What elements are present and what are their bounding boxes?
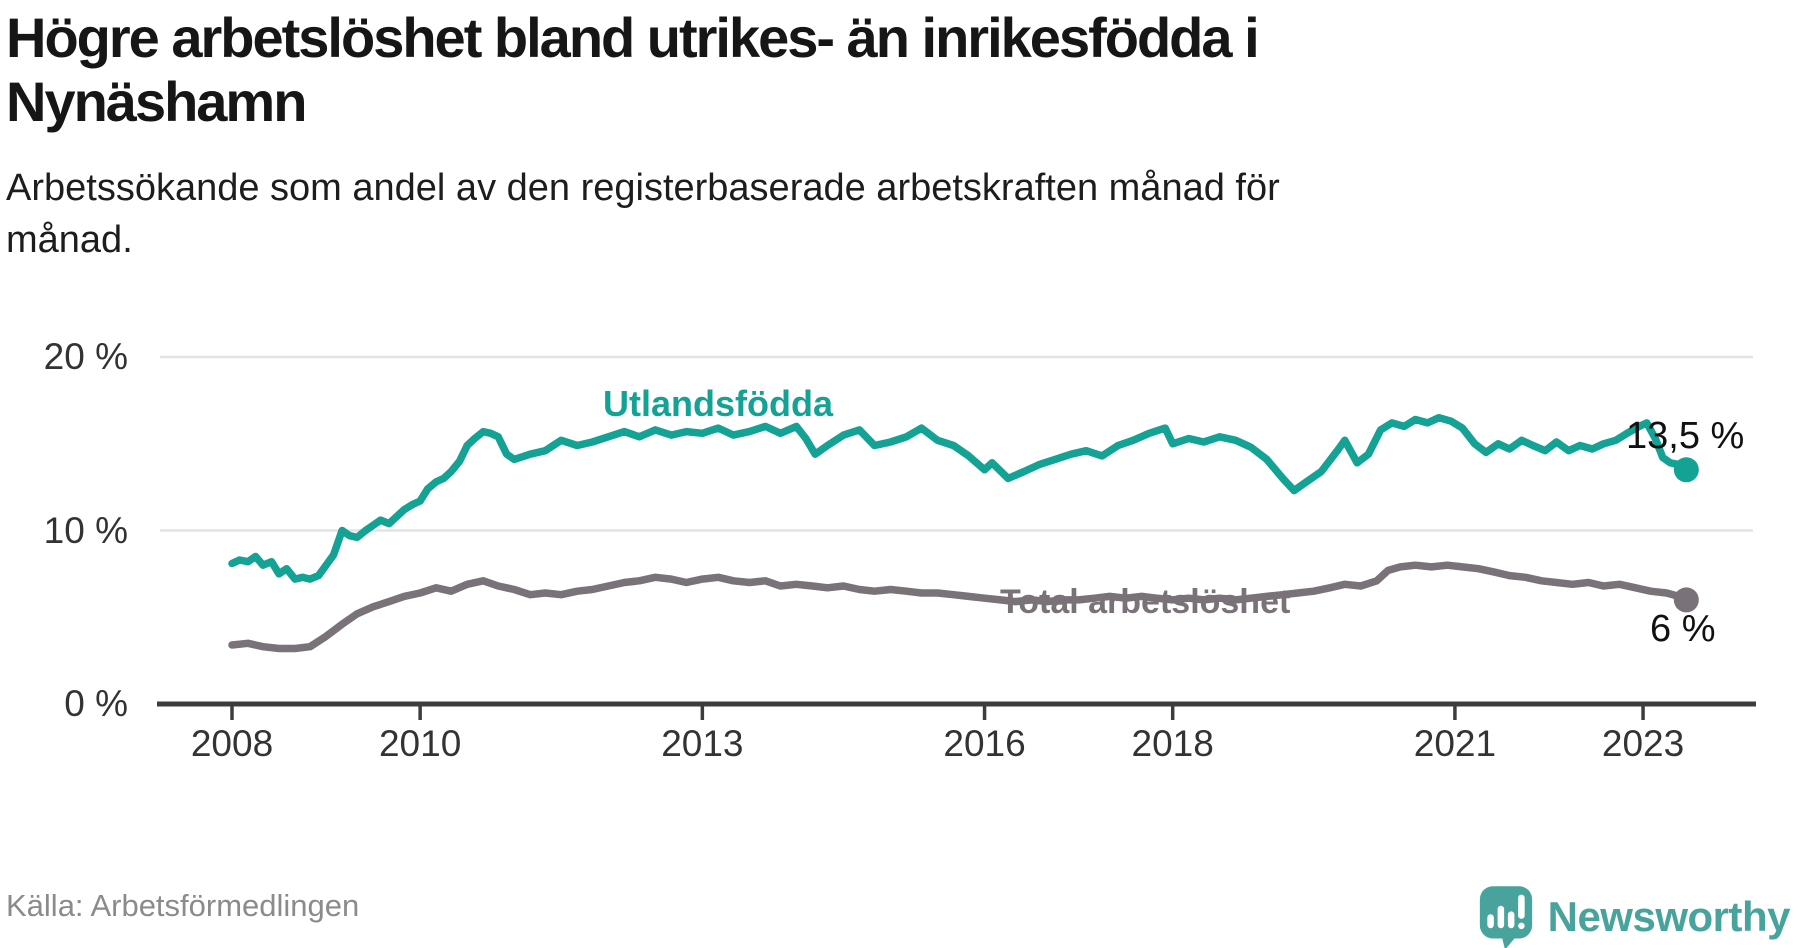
x-tick-label: 2023 [1601, 723, 1685, 764]
gridlines [160, 355, 1753, 532]
x-tick-label: 2008 [190, 723, 274, 764]
data-lines [228, 413, 1691, 653]
y-tick-label: 20 % [43, 336, 128, 377]
chart-subtitle: Arbetssökande som andel av den registerb… [6, 162, 1506, 266]
subtitle-line-1: Arbetssökande som andel av den registerb… [6, 167, 1280, 209]
y-tick-label: 0 % [64, 683, 128, 724]
page-title: Högre arbetslöshet bland utrikes- än inr… [6, 6, 1766, 134]
x-tick-label: 2018 [1131, 723, 1214, 764]
x-tick-label: 2013 [661, 723, 744, 764]
series-line-utlandsfodda [228, 413, 1691, 583]
end-dot-total [1673, 587, 1699, 613]
title-line-1: Högre arbetslöshet bland utrikes- än inr… [6, 6, 1260, 69]
title-line-2: Nynäshamn [6, 70, 307, 133]
x-axis-ticks [230, 706, 1645, 720]
brand-logo: Newsworthy [1478, 884, 1791, 948]
x-tick-label: 2016 [943, 723, 1026, 764]
brand-name: Newsworthy [1547, 893, 1791, 940]
newsworthy-icon [1479, 886, 1532, 948]
series-line-total [228, 561, 1691, 653]
subtitle-line-2: månad. [6, 219, 133, 261]
source-attribution: Källa: Arbetsförmedlingen [6, 888, 360, 923]
series-label-utlandsfodda: Utlandsfödda [603, 383, 833, 424]
series-label-total-arbetsloshet: Total arbetslöshet [1000, 583, 1291, 621]
y-tick-label: 10 % [43, 509, 128, 551]
end-point-dots [1673, 457, 1699, 613]
x-tick-label: 2021 [1413, 723, 1497, 764]
end-value-label-total: 6 % [1650, 608, 1716, 650]
x-tick-label: 2010 [378, 723, 462, 764]
end-dot-utlandsfodda [1673, 457, 1699, 483]
end-value-label-utlandsfodda: 13,5 % [1626, 415, 1745, 457]
